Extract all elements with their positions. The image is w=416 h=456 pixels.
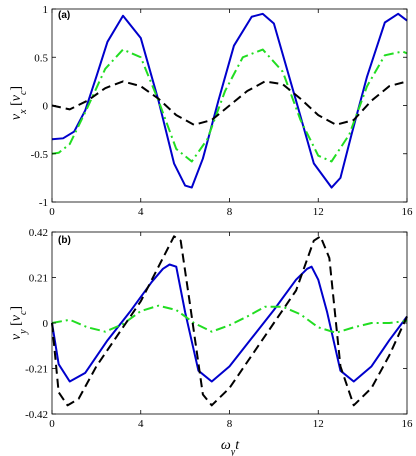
panel-b-xtick-label: 0	[49, 418, 55, 430]
panel-a-series-dashdot-1	[51, 48, 408, 163]
panel-a: vx [vc] 0 4 8 12 16 1 0.5 0 -0.5 -1 (a)	[9, 4, 413, 218]
panel-b: vy [vc] ωyt 0 4 8 12 16 0.42 0.21 0 -0.21 -0.42 (b…	[9, 227, 413, 456]
panel-a-xtick-label: 16	[402, 206, 414, 218]
panel-b-xtick-label: 8	[227, 418, 233, 430]
panel-b-ylabel: vy [vc]	[9, 306, 29, 340]
panel-a-xtick-label: 4	[138, 206, 144, 218]
panel-a-series-solid-0	[51, 12, 408, 189]
panel-b-ytick-label: 0.42	[29, 227, 48, 239]
panel-a-series-dashed-2	[51, 80, 408, 126]
panel-b-series-dashdot-1	[51, 304, 408, 334]
panel-a-ytick-label: -1	[39, 197, 48, 209]
panel-b-ytick-label: -0.21	[25, 364, 48, 376]
panel-a-label: (a)	[58, 10, 70, 21]
panel-a-ytick-label: 0.5	[34, 52, 48, 64]
panel-b-ytick-label: -0.42	[25, 409, 48, 421]
panel-a-xtick-label: 0	[49, 206, 55, 218]
panel-b-xtick-label: 16	[402, 418, 414, 430]
panel-b-series-dashed-2	[51, 235, 408, 407]
panel-a-xtick-label: 12	[313, 206, 324, 218]
panel-b-xtick-label: 12	[313, 418, 324, 430]
panel-a-ytick-label: -0.5	[31, 149, 49, 161]
panel-b-ytick-label: 0.21	[29, 273, 48, 285]
panel-b-xlabel: ωyt	[221, 438, 240, 456]
panel-b-xtick-label: 4	[138, 418, 144, 430]
panel-a-ylabel: vx [vc]	[9, 86, 29, 120]
panel-a-ytick-label: 0	[43, 101, 49, 113]
panel-a-ytick-label: 1	[43, 4, 49, 16]
panel-a-xtick-label: 8	[227, 206, 233, 218]
panel-b-series-solid-0	[51, 263, 408, 383]
panel-b-ytick-label: 0	[43, 318, 49, 330]
panel-b-label: (b)	[58, 235, 71, 246]
